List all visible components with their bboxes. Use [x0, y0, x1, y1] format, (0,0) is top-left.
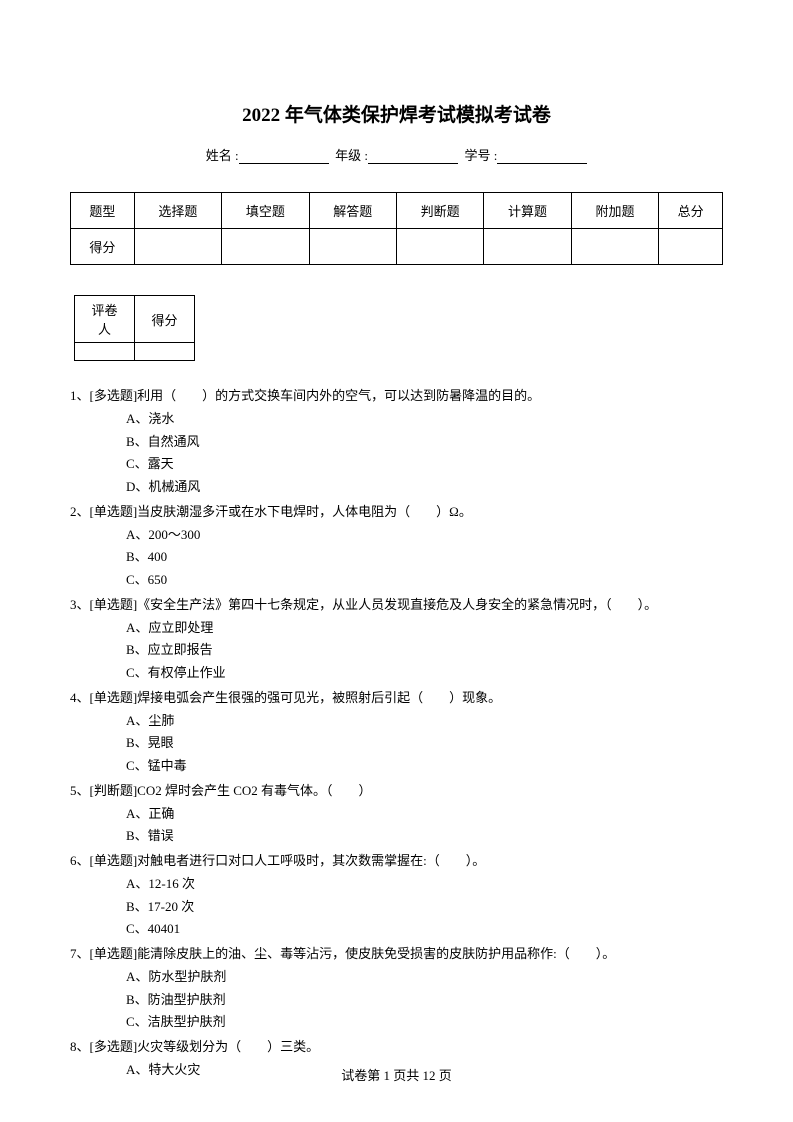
option: A、浇水: [126, 408, 723, 431]
name-label: 姓名 :: [206, 148, 239, 163]
options: A、尘肺B、晃眼C、锰中毒: [70, 710, 723, 778]
question-text: 1、[多选题]利用（ ）的方式交换车间内外的空气，可以达到防暑降温的目的。: [70, 385, 723, 408]
question-text: 4、[单选题]焊接电弧会产生很强的强可见光，被照射后引起（ ）现象。: [70, 687, 723, 710]
grader-header-row: 评卷人 得分: [75, 296, 195, 343]
question: 6、[单选题]对触电者进行口对口人工呼吸时，其次数需掌握在:（ ）。A、12-1…: [70, 850, 723, 941]
options: A、浇水B、自然通风C、露天D、机械通风: [70, 408, 723, 499]
option: C、洁肤型护肤剂: [126, 1011, 723, 1034]
score-table: 题型 选择题 填空题 解答题 判断题 计算题 附加题 总分 得分: [70, 192, 723, 265]
score-header-cell: 总分: [659, 193, 723, 229]
grader-table: 评卷人 得分: [74, 295, 195, 361]
page-footer: 试卷第 1 页共 12 页: [0, 1065, 793, 1084]
option: C、40401: [126, 918, 723, 941]
grader-cell: [135, 343, 195, 361]
question: 3、[单选题]《安全生产法》第四十七条规定，从业人员发现直接危及人身安全的紧急情…: [70, 594, 723, 685]
option: A、应立即处理: [126, 617, 723, 640]
score-cell: [134, 229, 221, 265]
question: 5、[判断题]CO2 焊时会产生 CO2 有毒气体。（ ）A、正确B、错误: [70, 780, 723, 848]
questions-container: 1、[多选题]利用（ ）的方式交换车间内外的空气，可以达到防暑降温的目的。A、浇…: [70, 385, 723, 1082]
option: A、防水型护肤剂: [126, 966, 723, 989]
name-blank: [239, 150, 329, 164]
footer-total: 12: [423, 1068, 436, 1083]
student-info-line: 姓名 : 年级 : 学号 :: [70, 145, 723, 164]
exam-title: 2022 年气体类保护焊考试模拟考试卷: [70, 100, 723, 127]
option: C、露天: [126, 453, 723, 476]
option: B、自然通风: [126, 431, 723, 454]
question-text: 2、[单选题]当皮肤潮湿多汗或在水下电焊时，人体电阻为（ ）Ω。: [70, 501, 723, 524]
grader-cell: [75, 343, 135, 361]
score-header-cell: 计算题: [484, 193, 571, 229]
score-cell: [571, 229, 658, 265]
question-text: 8、[多选题]火灾等级划分为（ ）三类。: [70, 1036, 723, 1059]
grader-header-cell: 得分: [135, 296, 195, 343]
options: A、防水型护肤剂B、防油型护肤剂C、洁肤型护肤剂: [70, 966, 723, 1034]
options: A、12-16 次B、17-20 次C、40401: [70, 873, 723, 941]
option: B、17-20 次: [126, 896, 723, 919]
score-cell: [659, 229, 723, 265]
score-table-header-row: 题型 选择题 填空题 解答题 判断题 计算题 附加题 总分: [71, 193, 723, 229]
score-cell: [309, 229, 396, 265]
grade-label: 年级 :: [335, 148, 368, 163]
option: B、防油型护肤剂: [126, 989, 723, 1012]
grader-data-row: [75, 343, 195, 361]
question-text: 7、[单选题]能清除皮肤上的油、尘、毒等沾污，使皮肤免受损害的皮肤防护用品称作:…: [70, 943, 723, 966]
question-text: 6、[单选题]对触电者进行口对口人工呼吸时，其次数需掌握在:（ ）。: [70, 850, 723, 873]
question: 4、[单选题]焊接电弧会产生很强的强可见光，被照射后引起（ ）现象。A、尘肺B、…: [70, 687, 723, 778]
grade-blank: [368, 150, 458, 164]
option: D、机械通风: [126, 476, 723, 499]
score-header-cell: 题型: [71, 193, 135, 229]
id-label: 学号 :: [464, 148, 497, 163]
question: 7、[单选题]能清除皮肤上的油、尘、毒等沾污，使皮肤免受损害的皮肤防护用品称作:…: [70, 943, 723, 1034]
footer-prefix: 试卷第: [341, 1068, 383, 1083]
options: A、正确B、错误: [70, 803, 723, 849]
id-blank: [497, 150, 587, 164]
question: 2、[单选题]当皮肤潮湿多汗或在水下电焊时，人体电阻为（ ）Ω。A、200～30…: [70, 501, 723, 592]
options: A、应立即处理B、应立即报告C、有权停止作业: [70, 617, 723, 685]
question-text: 5、[判断题]CO2 焊时会产生 CO2 有毒气体。（ ）: [70, 780, 723, 803]
score-cell: [484, 229, 571, 265]
score-header-cell: 附加题: [571, 193, 658, 229]
footer-mid: 页共: [390, 1068, 423, 1083]
score-header-cell: 填空题: [222, 193, 309, 229]
option: A、200～300: [126, 524, 723, 547]
option: B、400: [126, 546, 723, 569]
option: C、650: [126, 569, 723, 592]
score-header-cell: 判断题: [396, 193, 483, 229]
option: C、锰中毒: [126, 755, 723, 778]
option: B、应立即报告: [126, 639, 723, 662]
option: A、正确: [126, 803, 723, 826]
score-row-label: 得分: [71, 229, 135, 265]
option: B、晃眼: [126, 732, 723, 755]
option: A、尘肺: [126, 710, 723, 733]
score-header-cell: 解答题: [309, 193, 396, 229]
score-header-cell: 选择题: [134, 193, 221, 229]
score-cell: [396, 229, 483, 265]
options: A、200～300B、400C、650: [70, 524, 723, 592]
option: C、有权停止作业: [126, 662, 723, 685]
grader-header-cell: 评卷人: [75, 296, 135, 343]
question: 1、[多选题]利用（ ）的方式交换车间内外的空气，可以达到防暑降温的目的。A、浇…: [70, 385, 723, 499]
score-table-data-row: 得分: [71, 229, 723, 265]
option: A、12-16 次: [126, 873, 723, 896]
score-cell: [222, 229, 309, 265]
footer-suffix: 页: [436, 1068, 452, 1083]
question-text: 3、[单选题]《安全生产法》第四十七条规定，从业人员发现直接危及人身安全的紧急情…: [70, 594, 723, 617]
option: B、错误: [126, 825, 723, 848]
